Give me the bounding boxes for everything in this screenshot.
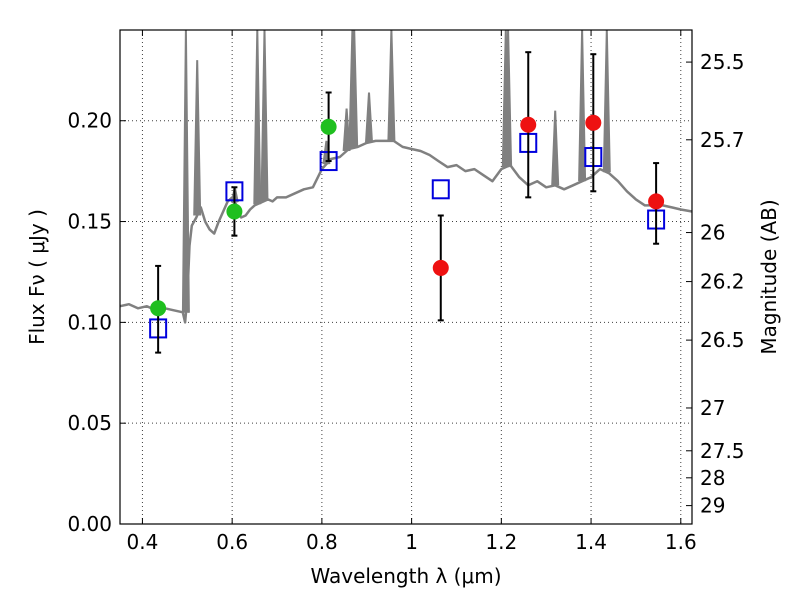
plot-layer [119, 29, 693, 354]
x-tick-label: 1.4 [575, 530, 607, 554]
green-data-point [320, 118, 337, 135]
y-tick-label: 0.00 [67, 512, 112, 536]
red-data-point [432, 259, 449, 276]
x-tick-label: 0.4 [127, 530, 159, 554]
emission-line-spike [342, 108, 351, 152]
emission-line-spike [387, 29, 396, 141]
green-data-point [226, 203, 243, 220]
mag-tick-label: 27.5 [700, 439, 745, 463]
red-data-point [585, 114, 602, 131]
emission-line-spike [365, 92, 373, 143]
emission-line-spike [578, 29, 587, 182]
mag-tick-label: 29 [700, 494, 725, 518]
y-tick-label: 0.05 [67, 411, 112, 435]
red-data-point [520, 116, 537, 133]
emission-line-spike [260, 29, 269, 202]
y-axis-right-label: Magnitude (AB) [757, 199, 781, 354]
x-tick-label: 0.8 [306, 530, 338, 554]
y-tick-label: 0.20 [67, 109, 112, 133]
x-axis-label: Wavelength λ (μm) [310, 564, 501, 588]
x-tick-label: 1.6 [665, 530, 697, 554]
mag-tick-label: 25.5 [700, 50, 745, 74]
mag-tick-label: 26 [700, 221, 725, 245]
y-tick-label: 0.10 [67, 310, 112, 334]
emission-line-spike [551, 110, 560, 186]
plot-frame [119, 29, 693, 525]
x-tick-label: 1 [405, 530, 418, 554]
mag-tick-label: 25.7 [700, 128, 745, 152]
emission-line-spike [181, 29, 190, 313]
x-tick-label: 1.2 [485, 530, 517, 554]
mag-tick-label: 27 [700, 396, 725, 420]
green-data-point [150, 300, 167, 317]
model-photometry-square [431, 179, 450, 200]
mag-tick-label: 28 [700, 466, 725, 490]
y-tick-label: 0.15 [67, 210, 112, 234]
emission-line-spike [602, 29, 611, 173]
y-axis-label: Flux Fν ( μJy ) [25, 209, 49, 345]
red-data-point [648, 193, 665, 210]
tick-layer: 0.4 0.6 0.8 1 1.2 1.4 1.6 0.00 0.05 0.10 0.15 0.20 2… [67, 30, 745, 554]
emission-line-spike [253, 29, 262, 205]
x-tick-label: 0.6 [216, 530, 248, 554]
emission-line-spike [193, 60, 202, 216]
mag-tick-label: 26.2 [700, 270, 745, 294]
mag-tick-label: 26.5 [700, 328, 745, 352]
